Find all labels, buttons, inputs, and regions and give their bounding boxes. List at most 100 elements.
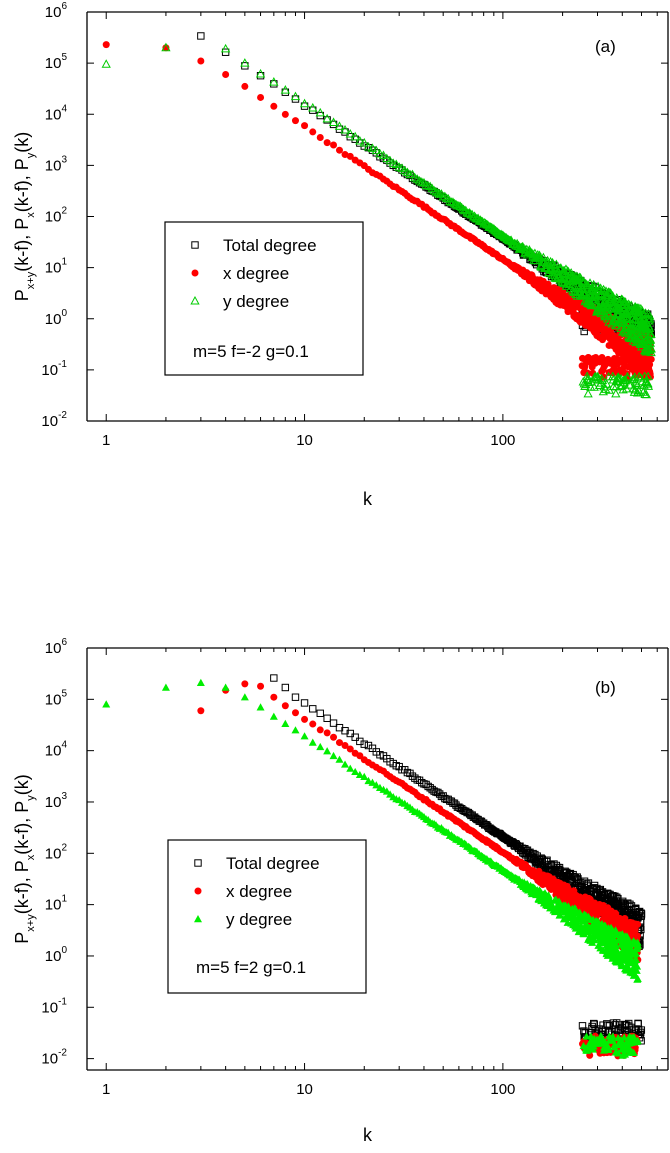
data-point <box>241 82 249 90</box>
data-point <box>623 373 633 382</box>
data-point <box>580 327 588 336</box>
data-point <box>346 745 354 753</box>
chart-panel-a: 1 10 100 10-2 10-1 100 101 102 103 104 105 106 k Px+y… <box>12 1 669 509</box>
data-point <box>468 212 479 221</box>
data-point <box>102 700 111 708</box>
y-axis-label: Px+y(k-f), Px(k-f), Py(k) <box>12 132 37 301</box>
data-point <box>420 780 428 788</box>
data-point <box>316 726 324 734</box>
data-point <box>308 738 317 746</box>
data-point <box>634 371 644 381</box>
y-axis-label: Px+y(k-f), Px(k-f), Py(k) <box>12 774 37 943</box>
data-point <box>330 733 338 741</box>
data-point <box>281 719 290 727</box>
data-point <box>632 966 641 974</box>
y-tick-label: 101 <box>45 257 68 277</box>
data-point <box>346 764 355 772</box>
data-point <box>291 726 300 734</box>
data-point <box>329 719 338 727</box>
data-point <box>534 250 545 260</box>
data-point <box>257 682 265 690</box>
data-point <box>220 43 231 53</box>
data-point <box>359 137 369 147</box>
data-point <box>335 755 344 763</box>
x-tick-label: 10 <box>296 1081 313 1098</box>
data-point <box>431 186 441 196</box>
data-point <box>633 1036 642 1044</box>
data-point <box>411 774 419 782</box>
legend-entry-label: y degree <box>226 910 292 929</box>
data-point <box>340 124 350 134</box>
data-point <box>194 887 202 895</box>
data-point <box>368 778 377 786</box>
data-point <box>101 59 111 68</box>
data-point <box>425 181 435 191</box>
data-point <box>257 93 265 101</box>
y-tick-label: 106 <box>45 637 68 657</box>
y-tick-label: 104 <box>45 740 68 760</box>
data-point <box>583 388 593 398</box>
data-point <box>598 386 608 396</box>
data-point <box>582 371 592 380</box>
data-point <box>309 720 317 728</box>
data-point <box>335 146 343 154</box>
x-tick-label: 100 <box>490 432 515 449</box>
data-point <box>346 729 354 738</box>
data-point <box>575 272 586 282</box>
data-point <box>335 739 343 747</box>
data-point <box>582 280 592 289</box>
data-point <box>646 343 656 353</box>
data-point <box>645 314 655 323</box>
data-point <box>611 388 621 398</box>
data-point <box>322 113 332 123</box>
y-tick-label: 106 <box>45 1 68 21</box>
data-point <box>636 310 646 320</box>
data-point <box>647 355 655 363</box>
y-tick-label: 10-2 <box>41 410 67 430</box>
data-point <box>291 117 299 125</box>
data-point <box>367 143 378 152</box>
data-point <box>291 693 300 701</box>
y-tick-label: 10-1 <box>41 359 67 379</box>
data-point <box>391 159 401 169</box>
data-point <box>646 361 654 369</box>
data-point <box>632 949 641 957</box>
data-point <box>360 740 368 748</box>
data-point <box>641 389 652 399</box>
data-point <box>616 1035 625 1044</box>
data-point <box>644 321 654 330</box>
data-point <box>633 974 642 983</box>
data-point <box>221 683 230 691</box>
data-point <box>341 742 349 750</box>
data-point <box>633 932 641 940</box>
data-point <box>281 110 289 118</box>
data-point <box>269 77 279 86</box>
data-point <box>587 300 597 309</box>
data-point <box>410 172 420 182</box>
y-tick-label: 102 <box>45 206 68 226</box>
data-point <box>196 678 205 686</box>
data-point <box>599 336 607 344</box>
data-point <box>197 707 205 715</box>
data-point <box>351 767 360 776</box>
data-point <box>408 772 417 780</box>
data-point <box>557 277 568 287</box>
data-point <box>604 309 614 319</box>
data-point <box>290 91 301 101</box>
data-point <box>629 1033 638 1041</box>
x-tick-label: 1 <box>102 1081 110 1098</box>
data-point <box>255 68 266 78</box>
chart-panel-b: 1 10 100 10-2 10-1 100 101 102 103 104 105 106 k Px+y… <box>12 637 669 1145</box>
data-point <box>564 902 573 910</box>
data-point <box>269 712 278 720</box>
data-point <box>197 32 205 40</box>
data-point <box>270 693 278 701</box>
data-point <box>602 379 612 388</box>
data-point <box>281 683 290 692</box>
data-point <box>637 910 646 918</box>
y-tick-label: 105 <box>45 52 68 72</box>
data-point <box>548 266 559 275</box>
data-point <box>256 703 265 711</box>
legend: Total degree x degree y degree m=5 f=2 g=0.… <box>167 839 367 994</box>
data-point <box>621 328 631 337</box>
